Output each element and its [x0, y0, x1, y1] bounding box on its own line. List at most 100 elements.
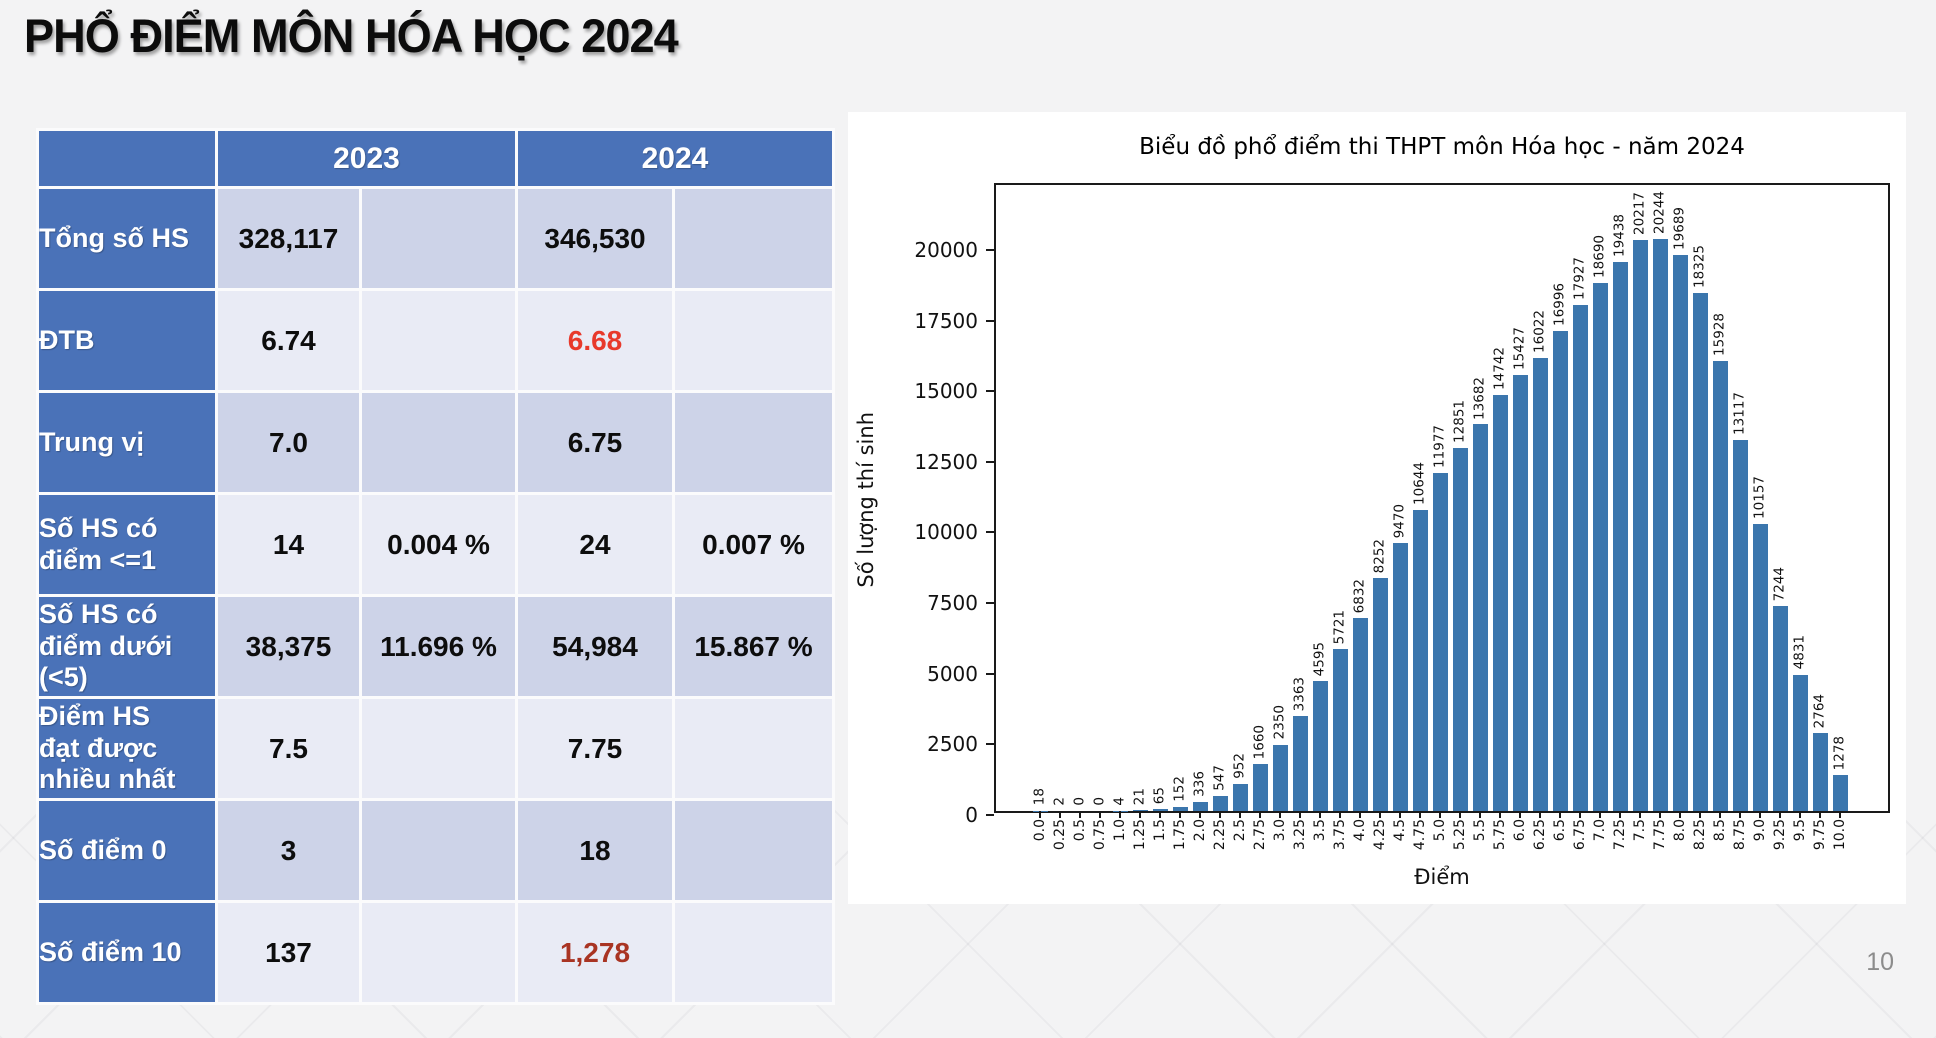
bar-value-label: 952	[1231, 753, 1248, 780]
cell-2023-value: 7.5	[218, 699, 359, 798]
row-label: Số HS có điểm <=1	[39, 495, 215, 594]
bar	[1472, 424, 1488, 811]
x-tick-label: 3.75	[1332, 819, 1348, 851]
x-tick-label: 0.0	[1032, 819, 1048, 842]
x-tick-mark	[1739, 811, 1741, 818]
bar-value-label: 19689	[1671, 206, 1688, 250]
bar-value-label: 2350	[1271, 705, 1288, 740]
bar-value-label: 0	[1071, 797, 1088, 806]
bar	[1452, 447, 1468, 811]
cell-2023-percent	[362, 291, 515, 390]
year-2024-header: 2024	[518, 131, 832, 186]
x-tick-label: 8.75	[1732, 819, 1748, 851]
bar	[1172, 806, 1188, 811]
bar	[1632, 239, 1648, 811]
bar	[1792, 674, 1808, 811]
bar-value-label: 336	[1191, 770, 1208, 797]
y-tick-mark	[986, 460, 994, 463]
x-tick-mark	[1519, 811, 1521, 818]
plot-area: 18 0.0 2 0.25 0 0.5 0 0.75 4 1.0 21 1.25 65 1.5 152 1.7…	[914, 183, 1890, 850]
bar	[1412, 510, 1428, 811]
x-tick-label: 1.5	[1152, 819, 1168, 842]
x-tick-mark	[1259, 811, 1261, 818]
bar	[1552, 330, 1568, 811]
bar-value-label: 152	[1171, 775, 1188, 802]
bar-value-label: 10157	[1751, 476, 1768, 520]
y-tick-mark	[986, 319, 994, 322]
x-tick-mark	[1419, 811, 1421, 818]
cell-2024-value: 24	[518, 495, 672, 594]
x-tick-label: 3.0	[1272, 819, 1288, 842]
x-tick-label: 1.0	[1112, 819, 1128, 842]
cell-2024-percent	[675, 393, 832, 492]
x-tick-label: 5.0	[1432, 819, 1448, 842]
bar-value-label: 19438	[1611, 213, 1628, 257]
stats-table: 2023 2024 Tổng số HS 328,117 346,530 ĐTB 6.7…	[36, 128, 835, 1005]
x-tick-label: 6.5	[1552, 819, 1568, 842]
x-tick-mark	[1599, 811, 1601, 818]
x-tick-label: 4.75	[1412, 819, 1428, 851]
x-tick-label: 8.0	[1672, 819, 1688, 842]
x-tick-mark	[1819, 811, 1821, 818]
bar	[1312, 681, 1328, 811]
bar	[1532, 358, 1548, 811]
x-tick-label: 10.0	[1832, 819, 1848, 851]
x-tick-mark	[1159, 811, 1161, 818]
x-tick-label: 1.25	[1132, 819, 1148, 851]
bar	[1832, 774, 1848, 811]
bar-value-label: 4	[1111, 797, 1128, 806]
bar	[1212, 795, 1228, 811]
y-tick-label: 17500	[914, 308, 978, 333]
bar	[1232, 784, 1248, 811]
cell-2023-value: 7.0	[218, 393, 359, 492]
bar-value-label: 13117	[1731, 392, 1748, 436]
x-axis-label: Điểm	[1414, 865, 1470, 889]
x-tick-mark	[1299, 811, 1301, 818]
x-tick-label: 7.0	[1592, 819, 1608, 842]
x-tick-mark	[1839, 811, 1841, 818]
bar-value-label: 11977	[1431, 424, 1448, 468]
bar-value-label: 20244	[1651, 191, 1668, 235]
x-tick-mark	[1639, 811, 1641, 818]
x-tick-label: 5.5	[1472, 819, 1488, 842]
bar-value-label: 5721	[1331, 610, 1348, 645]
table-row: Điểm HS đạt được nhiều nhất 7.5 7.75	[39, 699, 832, 798]
x-tick-mark	[1779, 811, 1781, 818]
cell-2024-percent	[675, 699, 832, 798]
bar-value-label: 0	[1091, 797, 1108, 806]
bar-value-label: 10644	[1411, 462, 1428, 506]
x-tick-label: 0.25	[1052, 819, 1068, 851]
bar-value-label: 20217	[1631, 191, 1648, 235]
x-tick-mark	[1379, 811, 1381, 818]
y-tick-label: 5000	[927, 661, 978, 686]
y-axis-label: Số lượng thí sinh	[854, 412, 878, 588]
y-tick-label: 15000	[914, 379, 978, 404]
row-label: Số HS có điểm dưới (<5)	[39, 597, 215, 696]
x-tick-label: 6.25	[1532, 819, 1548, 851]
x-tick-mark	[1339, 811, 1341, 818]
table-row: Trung vị 7.0 6.75	[39, 393, 832, 492]
bar-value-label: 18	[1031, 788, 1048, 806]
x-tick-label: 2.5	[1232, 819, 1248, 842]
table-row: Số điểm 10 137 1,278	[39, 903, 832, 1002]
bar	[1752, 524, 1768, 811]
cell-2024-value: 6.75	[518, 393, 672, 492]
bar	[1612, 261, 1628, 811]
bar-value-label: 15928	[1711, 313, 1728, 357]
cell-2024-value: 346,530	[518, 189, 672, 288]
x-tick-label: 8.25	[1692, 819, 1708, 851]
bar	[1712, 361, 1728, 811]
x-tick-label: 9.25	[1772, 819, 1788, 851]
cell-2023-value: 3	[218, 801, 359, 900]
cell-2024-value: 6.68	[518, 291, 672, 390]
x-tick-label: 4.0	[1352, 819, 1368, 842]
bar	[1732, 440, 1748, 811]
x-tick-label: 0.5	[1072, 819, 1088, 842]
x-tick-label: 7.5	[1632, 819, 1648, 842]
x-tick-mark	[1199, 811, 1201, 818]
x-tick-mark	[1359, 811, 1361, 818]
chart-panel: Biểu đồ phổ điểm thi THPT môn Hóa học - …	[848, 112, 1906, 904]
bar	[1032, 810, 1048, 811]
bar	[1492, 394, 1508, 811]
table-row: ĐTB 6.74 6.68	[39, 291, 832, 390]
